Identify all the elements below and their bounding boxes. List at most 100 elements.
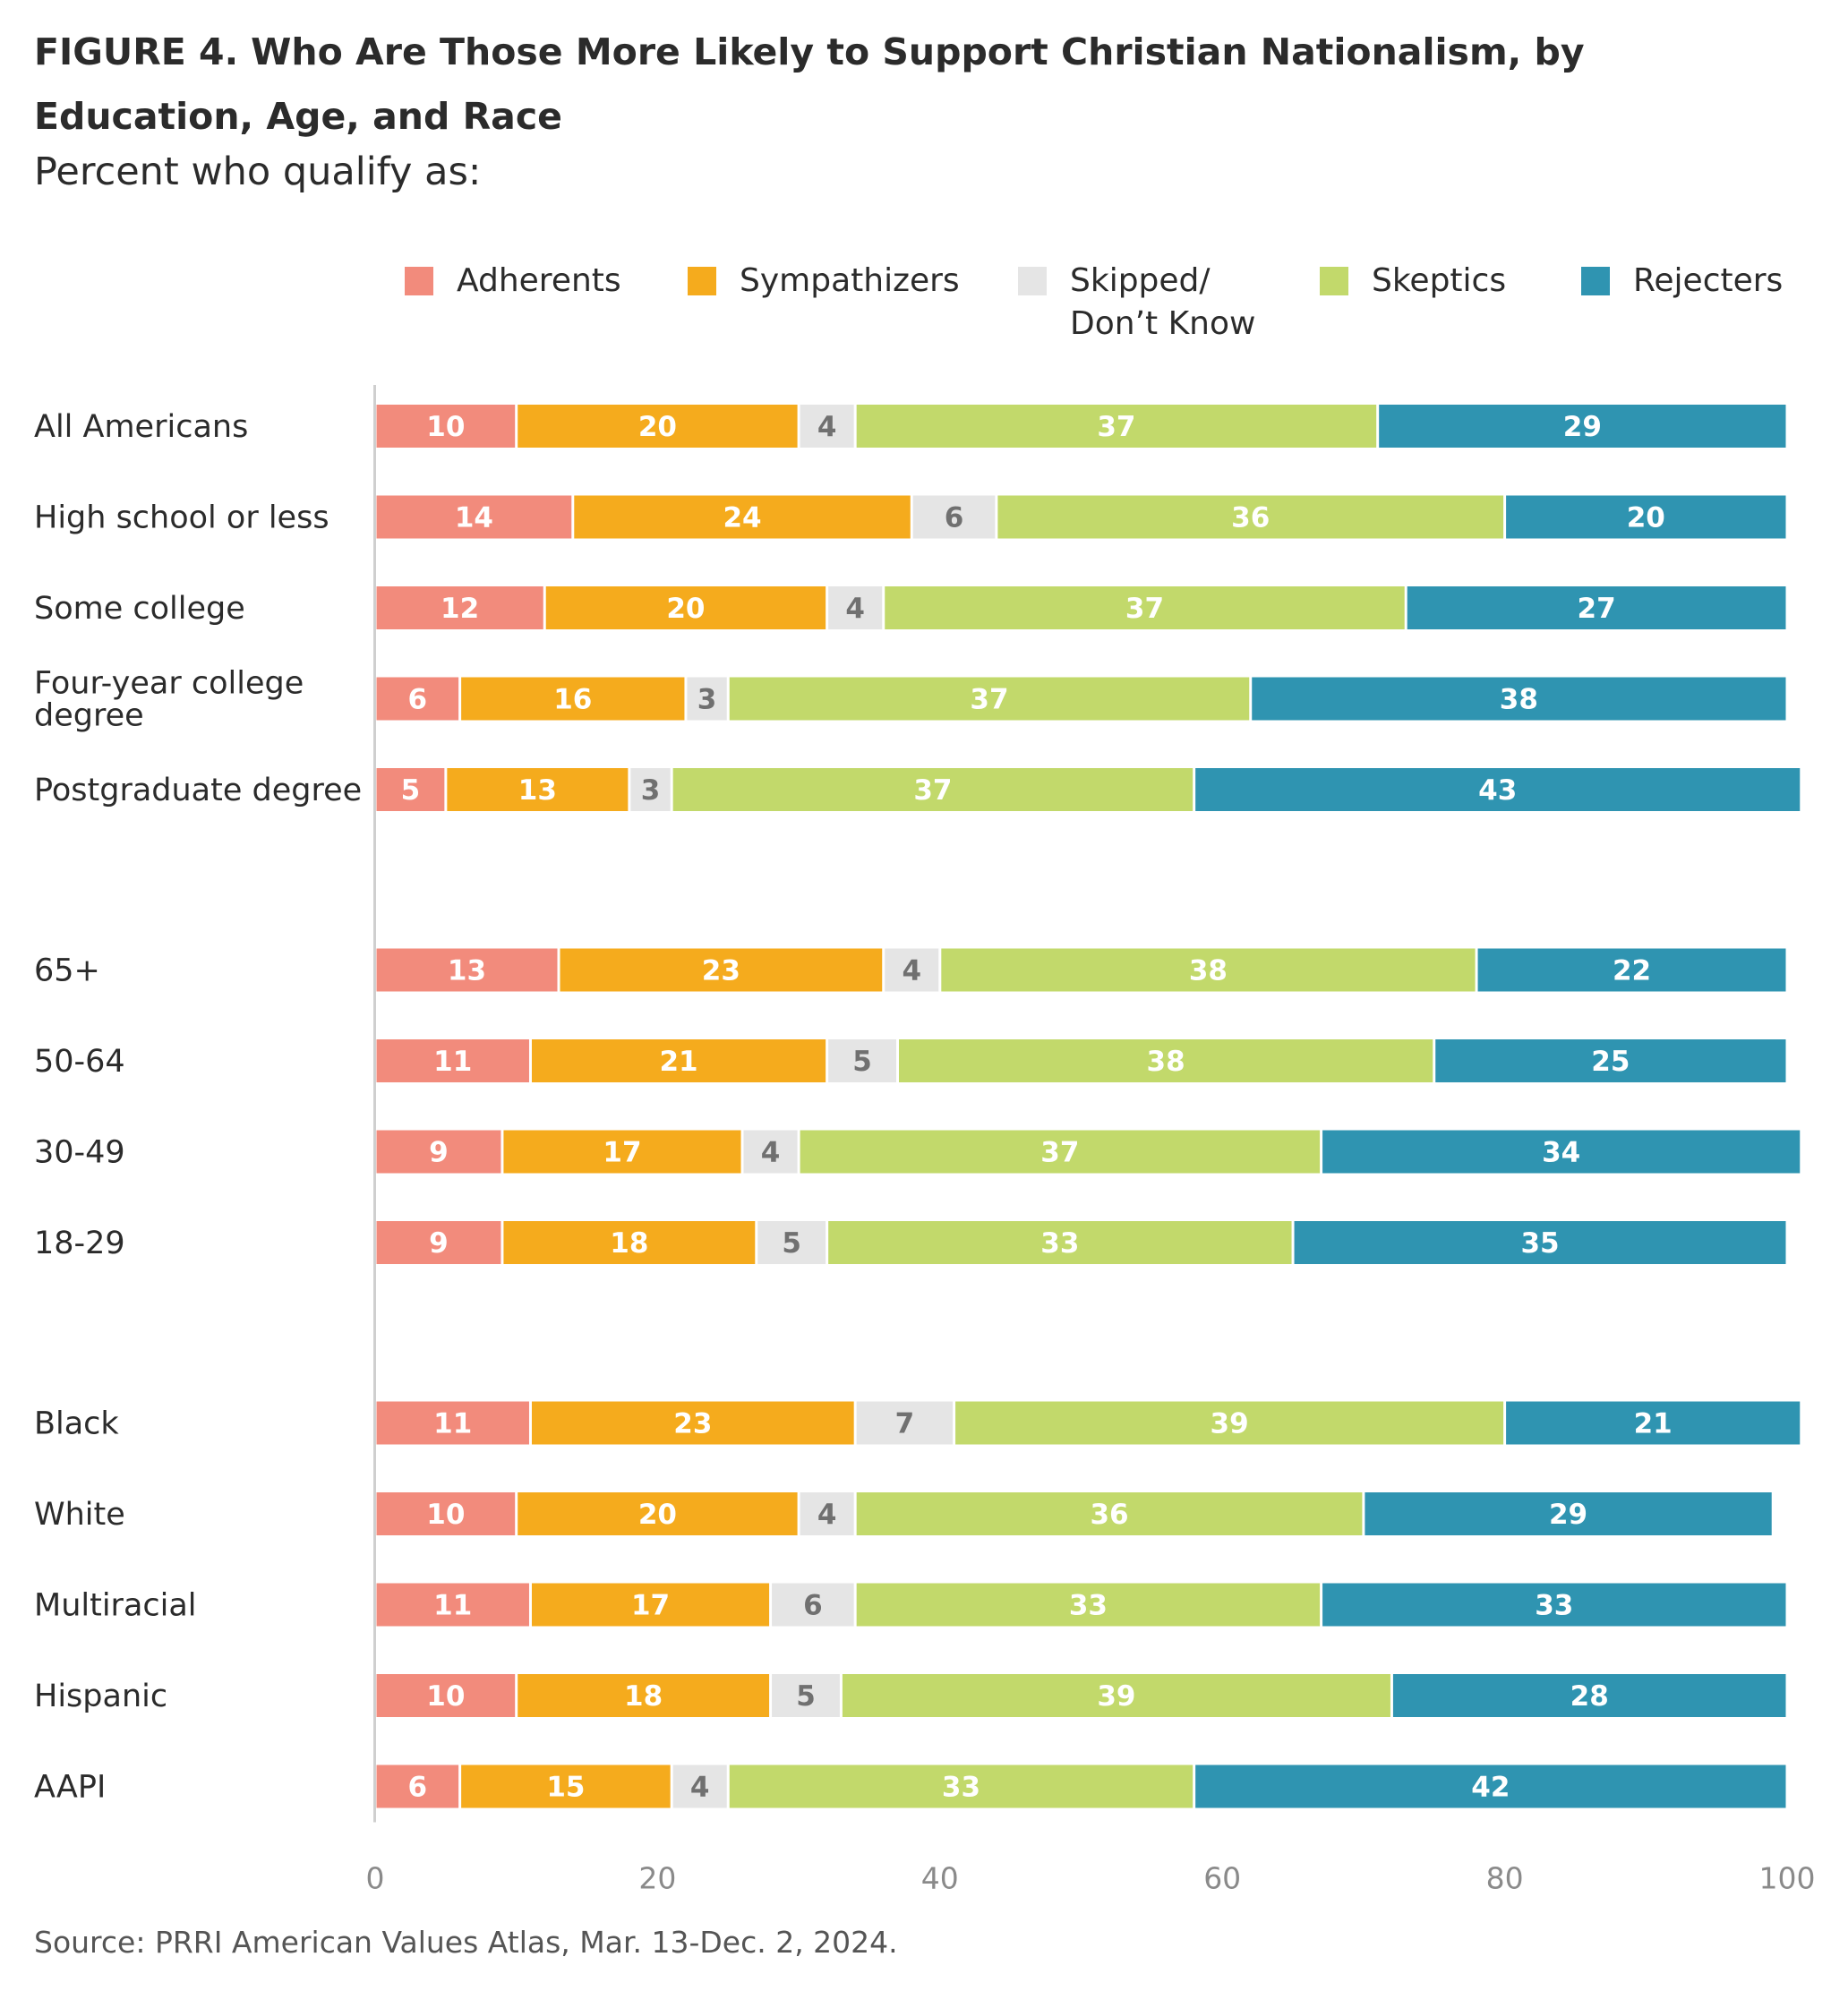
data-label: 20 [1627, 502, 1665, 534]
x-tick-label: 40 [921, 1861, 959, 1896]
legend-swatch [405, 267, 433, 295]
legend-swatch [688, 267, 716, 295]
figure-title-text: Who Are Those More Likely to Support Chr… [34, 30, 1585, 138]
legend-item-adherents: Adherents [405, 260, 621, 303]
bar-segment-sympathizers [545, 586, 826, 629]
category-label: Black [34, 1406, 119, 1442]
category-label: All Americans [34, 409, 248, 445]
bar-segment-rejecters [1322, 1583, 1786, 1627]
bar-segment-skipped-don-t-know [772, 1674, 840, 1717]
data-label: 29 [1563, 411, 1602, 443]
category-label: Some college [34, 591, 245, 627]
bar-segment-sympathizers [531, 1039, 826, 1082]
data-label: 38 [1189, 955, 1228, 987]
legend-label: Skipped/ Don’t Know [1070, 262, 1256, 342]
data-label: 36 [1231, 502, 1270, 534]
data-label: 7 [895, 1408, 915, 1440]
category-label: AAPI [34, 1770, 106, 1806]
x-tick-label: 0 [366, 1861, 385, 1896]
data-label: 4 [690, 1772, 710, 1804]
bar-segment-rejecters [1477, 948, 1786, 992]
bar-segment-sympathizers [518, 1674, 770, 1717]
x-tick-label: 80 [1486, 1861, 1524, 1896]
bar-segment-adherents [376, 1583, 529, 1627]
data-label: 13 [448, 955, 486, 987]
bar-row-65: 65+ 13 23 4 38 22 [34, 948, 1786, 992]
bar-row-50-64: 50-64 11 21 5 38 25 [34, 1039, 1786, 1082]
source-note: Source: PRRI American Values Atlas, Mar.… [34, 1925, 898, 1960]
bar-segment-adherents [376, 495, 572, 539]
bar-segment-sympathizers [531, 1583, 770, 1627]
data-label: 43 [1478, 774, 1517, 807]
data-label: 20 [638, 411, 677, 443]
chart-title: FIGURE 4. Who Are Those More Likely to Su… [34, 20, 1816, 149]
legend-swatch [1018, 267, 1047, 295]
bar-segment-skeptics [856, 405, 1377, 448]
bar-segment-rejecters [1379, 405, 1786, 448]
data-label: 17 [631, 1590, 670, 1622]
bar-segment-adherents [376, 1401, 529, 1445]
bar-segment-skipped-don-t-know [743, 1130, 798, 1174]
bar-segment-skeptics [955, 1401, 1504, 1445]
data-label: 33 [1535, 1590, 1573, 1622]
legend-item-skeptics: Skeptics [1320, 260, 1506, 303]
data-label: 4 [817, 411, 837, 443]
data-label: 24 [723, 502, 761, 534]
bar-segment-skipped-don-t-know [828, 586, 883, 629]
data-label: 29 [1549, 1499, 1587, 1531]
bar-row-multiracial: Multiracial 11 17 6 33 33 [34, 1583, 1786, 1627]
bar-segment-skipped-don-t-know [885, 948, 939, 992]
category-label: High school or less [34, 500, 329, 536]
data-label: 5 [796, 1680, 816, 1713]
x-tick-label: 60 [1203, 1861, 1241, 1896]
bar-segment-skeptics [729, 677, 1250, 721]
data-label: 37 [1097, 411, 1135, 443]
bar-row-high-school-or-less: High school or less 14 24 6 36 20 [34, 495, 1786, 539]
bar-row-30-49: 30-49 9 17 4 37 34 [34, 1130, 1801, 1174]
data-label: 21 [1634, 1408, 1673, 1440]
data-label: 10 [426, 1499, 465, 1531]
bar-segment-rejecters [1435, 1039, 1786, 1082]
bar-segment-adherents [376, 677, 459, 721]
data-label: 36 [1090, 1499, 1128, 1531]
data-label: 5 [852, 1046, 872, 1078]
bar-segment-adherents [376, 948, 558, 992]
data-label: 18 [610, 1227, 648, 1260]
category-label: 30-49 [34, 1135, 125, 1171]
bar-segment-sympathizers [503, 1221, 756, 1264]
data-label: 6 [945, 502, 964, 534]
chart-subtitle: Percent who qualify as: [34, 150, 482, 194]
category-label: Four-year college degree [34, 666, 304, 734]
category-label: Multiracial [34, 1588, 197, 1624]
bar-segment-adherents [376, 586, 543, 629]
data-label: 39 [1097, 1680, 1135, 1713]
data-label: 10 [426, 1680, 465, 1713]
data-label: 11 [433, 1046, 472, 1078]
bar-segment-skipped-don-t-know [800, 1492, 854, 1535]
data-label: 23 [702, 955, 740, 987]
bar-segment-skipped-don-t-know [630, 768, 671, 811]
chart-legend: Adherents Sympathizers Skipped/ Don’t Know… [405, 260, 1837, 358]
bar-segment-adherents [376, 768, 445, 811]
bar-segment-adherents [376, 1039, 529, 1082]
data-label: 4 [761, 1137, 781, 1169]
data-label: 4 [902, 955, 921, 987]
bar-segment-skeptics [800, 1130, 1321, 1174]
x-tick-label: 20 [638, 1861, 676, 1896]
data-label: 5 [401, 774, 421, 807]
bar-segment-rejecters [1506, 1401, 1801, 1445]
data-label: 9 [429, 1137, 449, 1169]
bar-segment-skipped-don-t-know [687, 677, 727, 721]
bar-segment-skipped-don-t-know [800, 405, 854, 448]
bar-segment-skeptics [672, 768, 1194, 811]
bar-segment-skeptics [898, 1039, 1433, 1082]
data-label: 6 [803, 1590, 823, 1622]
bar-segment-skeptics [885, 586, 1405, 629]
bar-segment-rejecters [1294, 1221, 1786, 1264]
title-block: FIGURE 4. Who Are Those More Likely to Su… [34, 20, 1816, 197]
data-label: 37 [913, 774, 952, 807]
data-label: 42 [1471, 1772, 1510, 1804]
data-label: 22 [1613, 955, 1651, 987]
bar-segment-skeptics [842, 1674, 1390, 1717]
data-label: 37 [970, 684, 1008, 716]
